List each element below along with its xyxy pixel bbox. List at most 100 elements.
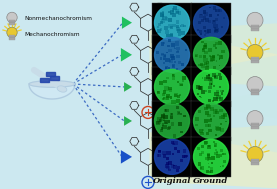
FancyBboxPatch shape — [157, 117, 161, 122]
FancyBboxPatch shape — [210, 57, 215, 61]
FancyBboxPatch shape — [204, 30, 206, 32]
FancyBboxPatch shape — [165, 164, 169, 168]
FancyBboxPatch shape — [204, 51, 208, 54]
Text: Mechanochromism: Mechanochromism — [24, 32, 79, 36]
FancyBboxPatch shape — [206, 61, 209, 64]
FancyBboxPatch shape — [214, 152, 218, 155]
FancyBboxPatch shape — [214, 27, 216, 29]
FancyBboxPatch shape — [219, 128, 221, 130]
FancyBboxPatch shape — [215, 125, 219, 129]
FancyBboxPatch shape — [251, 61, 259, 63]
FancyBboxPatch shape — [178, 81, 179, 83]
Circle shape — [194, 5, 229, 40]
FancyBboxPatch shape — [166, 94, 170, 98]
FancyBboxPatch shape — [163, 113, 165, 115]
FancyBboxPatch shape — [171, 141, 174, 144]
FancyBboxPatch shape — [171, 56, 175, 60]
FancyBboxPatch shape — [201, 90, 205, 94]
Polygon shape — [230, 0, 277, 54]
FancyBboxPatch shape — [215, 149, 217, 151]
FancyBboxPatch shape — [174, 93, 178, 97]
FancyBboxPatch shape — [214, 44, 216, 47]
FancyBboxPatch shape — [168, 11, 171, 13]
Text: Nonmechanochromism: Nonmechanochromism — [24, 16, 92, 22]
Text: Ground: Ground — [193, 177, 229, 185]
FancyBboxPatch shape — [162, 93, 165, 96]
FancyBboxPatch shape — [216, 151, 218, 153]
Polygon shape — [230, 89, 277, 153]
FancyBboxPatch shape — [251, 123, 259, 125]
FancyBboxPatch shape — [215, 109, 218, 112]
FancyBboxPatch shape — [214, 75, 217, 79]
FancyBboxPatch shape — [195, 54, 198, 57]
FancyBboxPatch shape — [169, 89, 172, 92]
FancyBboxPatch shape — [183, 25, 186, 27]
FancyBboxPatch shape — [175, 9, 179, 13]
FancyBboxPatch shape — [175, 41, 179, 46]
FancyBboxPatch shape — [162, 11, 164, 13]
FancyBboxPatch shape — [156, 51, 159, 54]
FancyBboxPatch shape — [200, 14, 202, 15]
Polygon shape — [121, 150, 132, 164]
FancyBboxPatch shape — [212, 20, 216, 24]
FancyBboxPatch shape — [183, 149, 186, 153]
Circle shape — [194, 69, 229, 105]
Polygon shape — [122, 17, 132, 29]
FancyBboxPatch shape — [163, 91, 166, 94]
FancyBboxPatch shape — [168, 49, 172, 53]
FancyBboxPatch shape — [251, 93, 259, 95]
FancyBboxPatch shape — [199, 129, 202, 133]
FancyBboxPatch shape — [198, 162, 201, 166]
FancyBboxPatch shape — [191, 67, 231, 107]
FancyBboxPatch shape — [9, 37, 15, 38]
Circle shape — [194, 103, 229, 139]
FancyBboxPatch shape — [179, 83, 183, 86]
FancyBboxPatch shape — [160, 117, 165, 121]
FancyBboxPatch shape — [211, 156, 216, 160]
FancyBboxPatch shape — [170, 115, 173, 119]
FancyBboxPatch shape — [165, 17, 168, 21]
FancyBboxPatch shape — [214, 30, 216, 32]
FancyBboxPatch shape — [180, 25, 181, 27]
FancyBboxPatch shape — [204, 12, 209, 16]
FancyBboxPatch shape — [172, 64, 175, 68]
Circle shape — [7, 12, 17, 23]
FancyBboxPatch shape — [179, 94, 181, 96]
FancyBboxPatch shape — [212, 56, 215, 58]
FancyBboxPatch shape — [161, 53, 164, 55]
FancyBboxPatch shape — [196, 117, 199, 121]
FancyBboxPatch shape — [166, 151, 171, 155]
FancyBboxPatch shape — [210, 118, 212, 120]
FancyBboxPatch shape — [9, 22, 15, 23]
FancyBboxPatch shape — [170, 54, 174, 58]
FancyBboxPatch shape — [207, 158, 209, 161]
FancyBboxPatch shape — [208, 90, 211, 93]
FancyBboxPatch shape — [205, 124, 209, 127]
FancyBboxPatch shape — [251, 127, 259, 129]
FancyBboxPatch shape — [210, 170, 214, 174]
FancyBboxPatch shape — [177, 95, 179, 98]
FancyBboxPatch shape — [203, 10, 206, 14]
FancyBboxPatch shape — [197, 147, 200, 150]
FancyBboxPatch shape — [207, 29, 211, 33]
FancyBboxPatch shape — [180, 160, 183, 162]
FancyBboxPatch shape — [9, 35, 15, 37]
FancyBboxPatch shape — [199, 55, 202, 58]
FancyBboxPatch shape — [216, 95, 221, 99]
FancyBboxPatch shape — [170, 26, 173, 29]
FancyBboxPatch shape — [174, 147, 177, 149]
FancyBboxPatch shape — [165, 67, 167, 69]
FancyBboxPatch shape — [199, 96, 201, 98]
FancyBboxPatch shape — [170, 10, 174, 14]
FancyBboxPatch shape — [160, 129, 163, 132]
FancyBboxPatch shape — [213, 20, 215, 22]
FancyBboxPatch shape — [180, 113, 182, 115]
FancyBboxPatch shape — [251, 163, 259, 165]
FancyBboxPatch shape — [191, 35, 231, 75]
FancyBboxPatch shape — [205, 66, 209, 70]
Circle shape — [247, 146, 263, 163]
FancyBboxPatch shape — [214, 91, 219, 96]
FancyBboxPatch shape — [205, 111, 209, 115]
FancyBboxPatch shape — [163, 42, 165, 44]
FancyBboxPatch shape — [176, 25, 179, 28]
